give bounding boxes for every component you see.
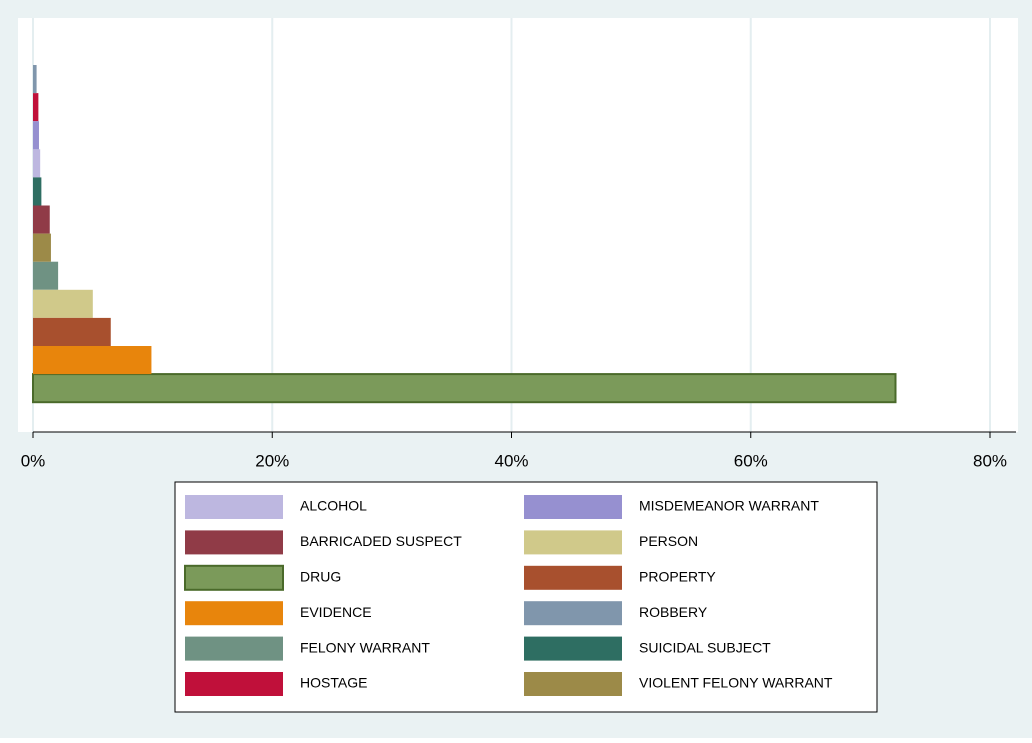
legend-swatch [184,564,284,591]
x-tick-label: 60% [734,451,768,470]
legend-swatch [524,601,622,626]
legend-label: ROBBERY [639,604,708,620]
legend-swatch [185,636,283,661]
bar [33,177,42,206]
legend-label: MISDEMEANOR WARRANT [639,498,819,514]
bar [33,317,111,346]
legend-label: HOSTAGE [300,675,367,691]
legend-swatch [524,565,622,590]
bar [33,121,39,150]
bar [33,65,37,94]
legend-label: SUICIDAL SUBJECT [639,639,771,655]
legend-label: ALCOHOL [300,498,367,514]
legend-label: EVIDENCE [300,604,372,620]
x-tick-label: 80% [973,451,1007,470]
plot-area [18,18,1018,432]
legend-label: PERSON [639,533,698,549]
legend-swatch [524,530,622,555]
legend-swatch [185,601,283,626]
bar [33,205,50,234]
legend-label: VIOLENT FELONY WARRANT [639,675,833,691]
legend-swatch [185,530,283,555]
legend-swatch [524,636,622,661]
legend-swatch [185,672,283,696]
x-tick-label: 0% [21,451,46,470]
bar [33,93,39,122]
bar [32,373,897,404]
legend-swatch [524,672,622,696]
x-tick-label: 40% [494,451,528,470]
legend-swatch [524,495,622,519]
bar [33,233,51,262]
bar [33,149,41,178]
bar [33,289,93,318]
bar [33,261,59,290]
legend-label: PROPERTY [639,569,716,585]
legend-label: DRUG [300,569,341,585]
bar [33,346,152,375]
legend-label: BARRICADED SUSPECT [300,533,462,549]
legend-label: FELONY WARRANT [300,639,430,655]
x-tick-label: 20% [255,451,289,470]
legend-swatch [185,495,283,519]
